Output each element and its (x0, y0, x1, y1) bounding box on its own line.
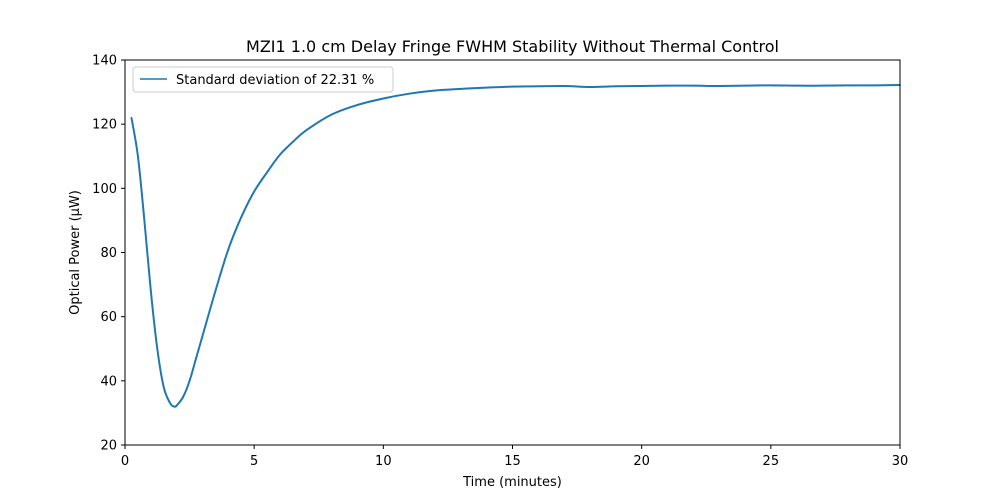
chart-title: MZI1 1.0 cm Delay Fringe FWHM Stability … (246, 37, 779, 56)
data-point (408, 92, 411, 95)
data-point (589, 86, 591, 88)
data-point (666, 84, 669, 87)
data-point (459, 87, 462, 90)
x-tick-label: 25 (763, 454, 780, 469)
y-tick-label: 20 (100, 439, 117, 454)
data-point (188, 379, 191, 382)
x-tick-label: 30 (892, 454, 909, 469)
data-point (253, 190, 256, 193)
y-tick-label: 40 (100, 374, 117, 389)
data-point (563, 85, 566, 87)
y-axis-label: Optical Power (µW) (68, 190, 83, 315)
data-point (173, 405, 175, 408)
data-point (214, 290, 217, 292)
data-point (143, 219, 146, 222)
data-point (847, 84, 850, 87)
data-point (692, 84, 695, 87)
data-point (718, 85, 721, 87)
ticks-layer: 0 5 10 15 20 25 30 20 40 60 80 100 120 140 (92, 54, 908, 470)
data-point (537, 85, 540, 88)
y-tick-label: 60 (100, 310, 117, 325)
data-point (744, 84, 746, 87)
data-point (873, 84, 876, 87)
x-axis-label: Time (minutes) (462, 475, 562, 490)
plot-frame (124, 59, 901, 446)
legend: Standard deviation of 22.31 % (132, 66, 394, 93)
y-tick-label: 80 (100, 246, 117, 261)
data-point (175, 404, 178, 407)
legend-label: Standard deviation of 22.31 % (176, 73, 374, 88)
x-tick-label: 0 (121, 454, 129, 469)
data-point (137, 155, 139, 158)
y-tick-label: 120 (92, 118, 117, 133)
data-point (149, 290, 152, 292)
data-point (356, 104, 359, 106)
data-point (201, 335, 204, 337)
data-point (227, 248, 230, 251)
x-tick-label: 5 (250, 454, 258, 469)
data-point (821, 84, 824, 87)
data-point (485, 86, 488, 89)
data-point (795, 84, 798, 87)
y-tick-label: 140 (92, 54, 117, 69)
data-point (511, 85, 514, 88)
data-point (292, 140, 294, 143)
data-point (169, 402, 172, 405)
legend-box (132, 66, 394, 93)
y-tick-label: 100 (92, 182, 117, 197)
x-tick-label: 10 (375, 454, 392, 469)
x-tick-label: 20 (633, 454, 650, 469)
data-point (640, 85, 643, 87)
data-point (769, 84, 772, 87)
data-point (382, 97, 385, 100)
data-point (195, 357, 197, 360)
data-point (156, 347, 159, 350)
data-point (182, 395, 185, 398)
data-point (304, 129, 307, 132)
data-point (330, 113, 333, 116)
data-point (162, 386, 165, 389)
x-tick-label: 15 (504, 454, 521, 469)
data-point (130, 116, 133, 119)
data-point (614, 85, 617, 88)
data-point (266, 171, 268, 174)
data-point (240, 216, 243, 219)
data-point (279, 153, 281, 156)
series-layer (130, 84, 901, 408)
data-point (434, 89, 436, 92)
